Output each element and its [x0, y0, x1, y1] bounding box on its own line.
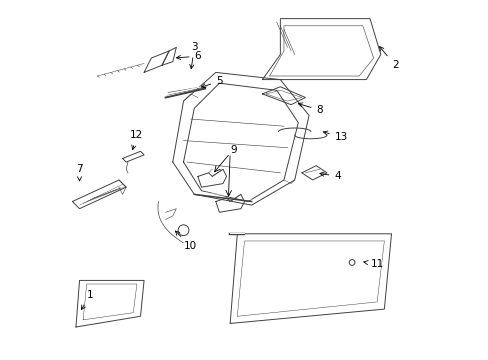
Text: 8: 8: [298, 103, 323, 115]
Text: 3: 3: [189, 42, 197, 69]
Text: 9: 9: [230, 144, 237, 154]
Text: 6: 6: [176, 51, 201, 61]
Text: 5: 5: [201, 76, 222, 88]
Text: 4: 4: [319, 171, 340, 181]
Text: 10: 10: [175, 231, 197, 251]
Text: 12: 12: [130, 130, 143, 149]
Text: 2: 2: [379, 46, 398, 70]
Text: 1: 1: [81, 290, 93, 310]
Text: 13: 13: [323, 131, 347, 142]
Text: 11: 11: [363, 259, 383, 269]
Text: 7: 7: [76, 164, 82, 181]
